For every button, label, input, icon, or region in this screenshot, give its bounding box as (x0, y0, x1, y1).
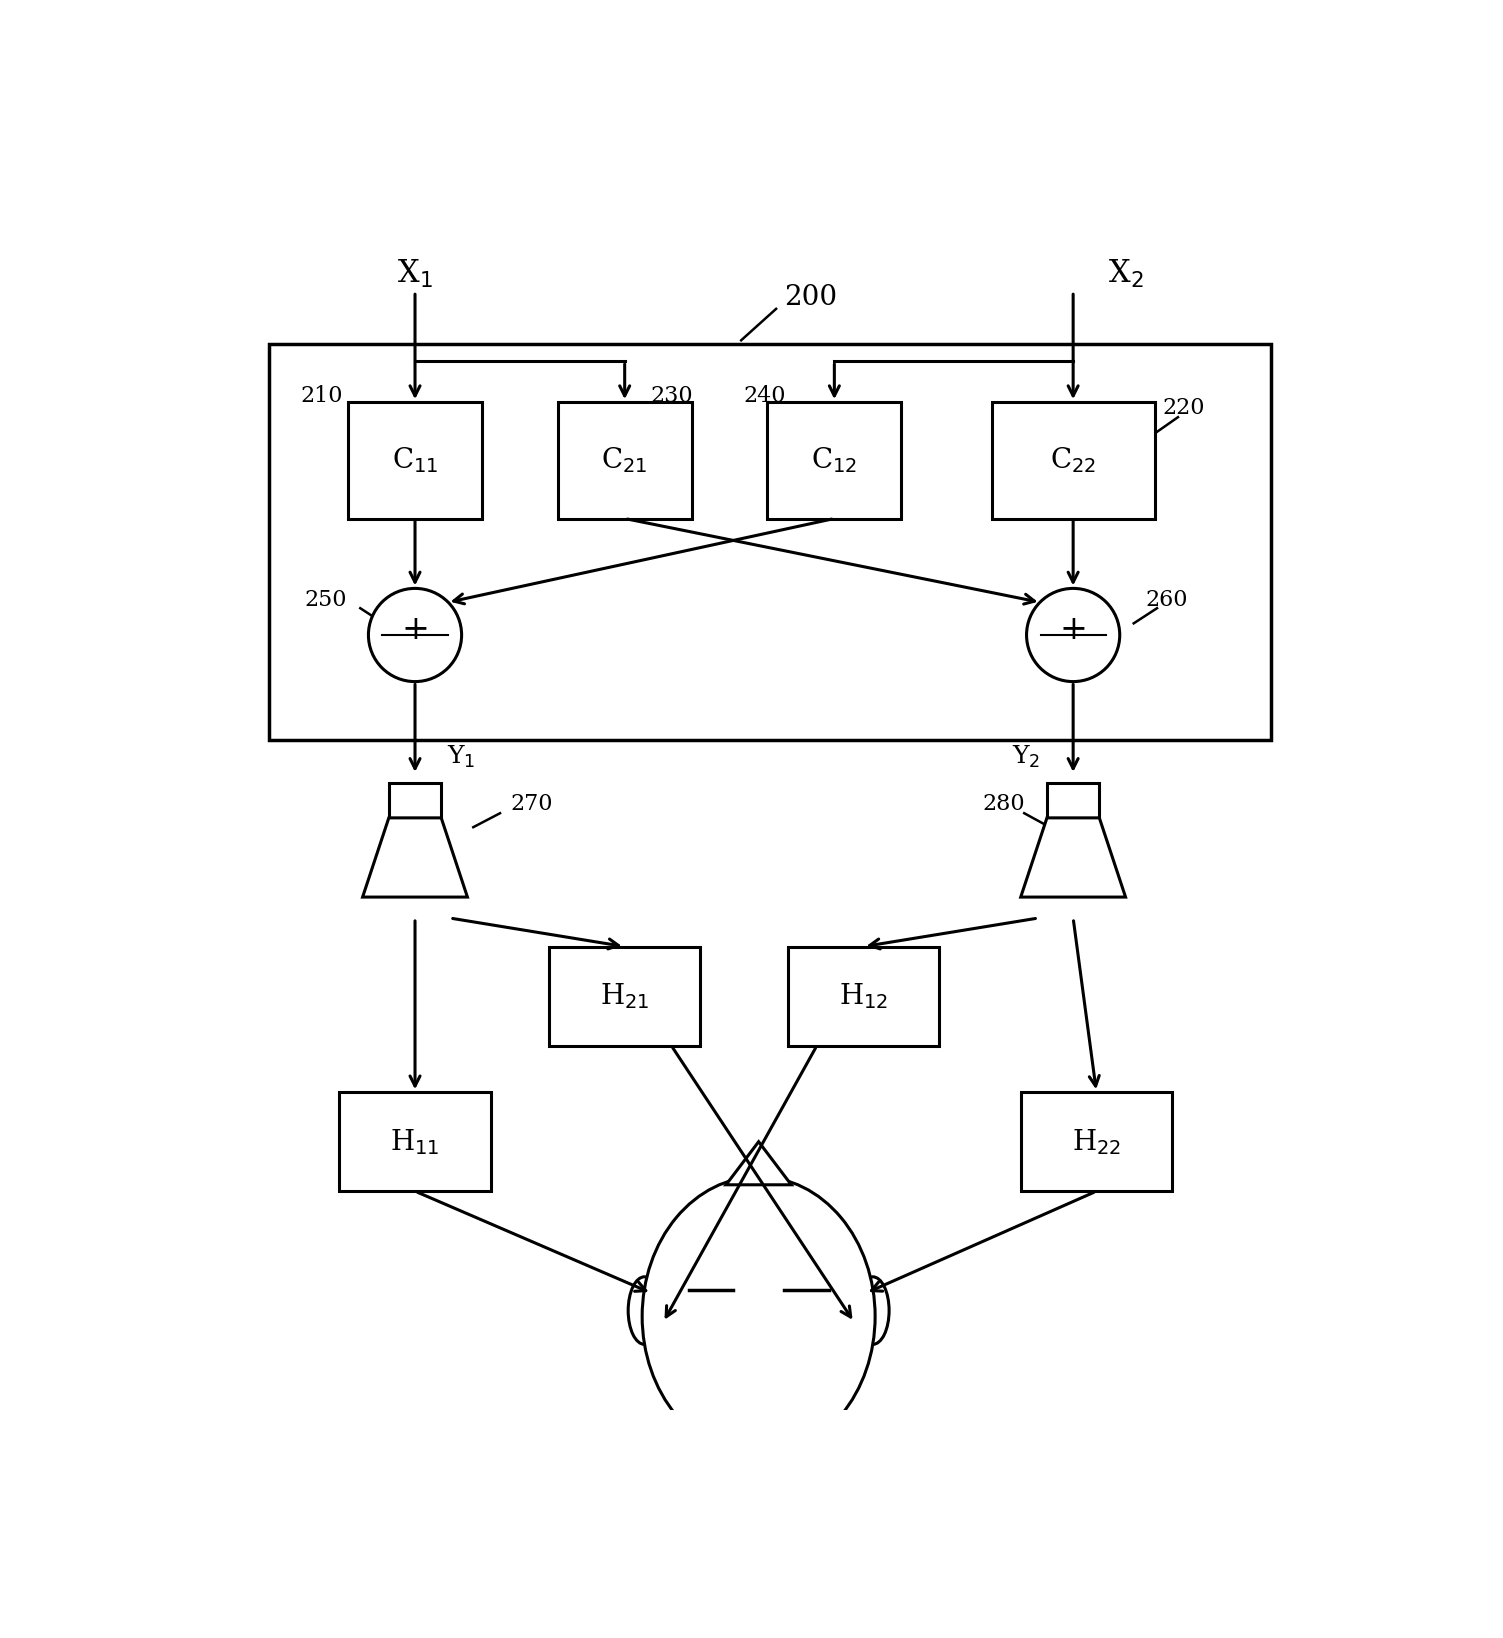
Ellipse shape (857, 1276, 890, 1345)
Text: 220: 220 (1162, 396, 1205, 419)
Text: H$_{22}$: H$_{22}$ (1072, 1127, 1121, 1156)
Text: +: + (401, 614, 428, 647)
Bar (1021, 1093, 1172, 1191)
Bar (1048, 783, 1099, 817)
Text: 250: 250 (304, 590, 347, 611)
Text: 210: 210 (301, 385, 343, 408)
Bar (389, 783, 442, 817)
Text: X$_2$: X$_2$ (1108, 257, 1144, 290)
Text: X$_1$: X$_1$ (397, 257, 433, 290)
Polygon shape (362, 817, 467, 898)
Text: H$_{11}$: H$_{11}$ (391, 1127, 440, 1156)
Text: 240: 240 (742, 385, 786, 408)
Text: +: + (1060, 614, 1087, 647)
Bar (992, 401, 1154, 519)
Text: C$_{22}$: C$_{22}$ (1051, 446, 1096, 475)
Circle shape (368, 588, 461, 681)
Bar (349, 401, 482, 519)
Polygon shape (726, 1142, 791, 1184)
Bar (768, 401, 902, 519)
Text: 260: 260 (1145, 590, 1187, 611)
Text: 270: 270 (510, 793, 553, 814)
Text: C$_{11}$: C$_{11}$ (392, 446, 439, 475)
Bar (549, 947, 700, 1045)
Text: Y$_2$: Y$_2$ (1013, 744, 1040, 770)
Bar (788, 947, 939, 1045)
Text: C$_{12}$: C$_{12}$ (812, 446, 858, 475)
Text: C$_{21}$: C$_{21}$ (601, 446, 648, 475)
Text: 230: 230 (649, 385, 693, 408)
Text: H$_{21}$: H$_{21}$ (600, 981, 649, 1011)
Circle shape (1027, 588, 1120, 681)
Ellipse shape (642, 1176, 875, 1456)
Text: 200: 200 (785, 283, 837, 311)
Bar (340, 1093, 490, 1191)
Ellipse shape (628, 1276, 661, 1345)
Text: H$_{12}$: H$_{12}$ (839, 981, 888, 1011)
Text: Y$_1$: Y$_1$ (448, 744, 476, 770)
Text: 280: 280 (981, 793, 1025, 814)
Polygon shape (1021, 817, 1126, 898)
Bar (558, 401, 691, 519)
Bar (269, 344, 1272, 740)
